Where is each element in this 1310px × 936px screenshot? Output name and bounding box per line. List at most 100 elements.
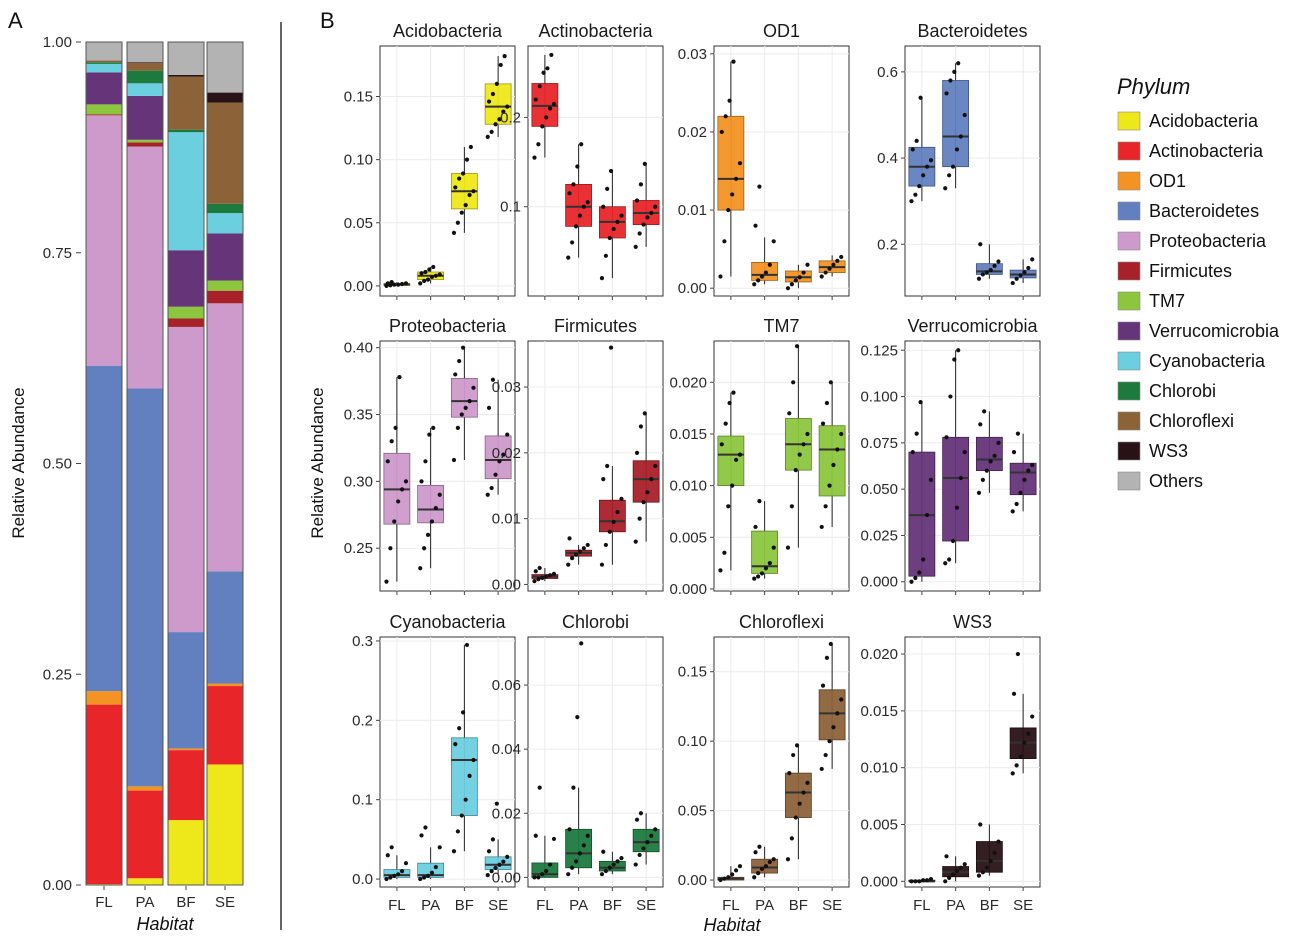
data-point: [431, 425, 436, 430]
data-point: [540, 575, 545, 580]
data-point: [962, 450, 967, 455]
box: [450, 737, 478, 816]
data-point: [433, 865, 438, 870]
data-point: [793, 278, 798, 283]
data-point: [385, 459, 390, 464]
data-point: [467, 399, 472, 404]
y-tick-label: 0.25: [43, 666, 72, 683]
x-tick-label: SE: [215, 894, 235, 911]
legend-swatch-od1: [1117, 171, 1141, 191]
data-point: [490, 837, 496, 842]
data-point: [752, 576, 757, 581]
data-point: [909, 199, 914, 204]
data-point: [460, 171, 466, 176]
data-point: [490, 91, 496, 97]
panel-title: Chloroflexi: [739, 612, 824, 632]
data-point: [533, 569, 538, 574]
data-point: [422, 278, 427, 283]
data-point: [615, 509, 620, 515]
x-tick-label: BF: [455, 897, 474, 914]
data-point: [537, 84, 542, 89]
legend-swatch-chloroflexi: [1117, 411, 1141, 431]
y-tick-label: 0.75: [43, 245, 72, 262]
data-point: [451, 230, 457, 235]
data-point: [455, 829, 460, 834]
boxplot-chloroflexi: 0.00 0.05 0.10 0.15 FL PA BF SE Chloroflexi: [678, 612, 850, 914]
data-point: [388, 546, 393, 551]
data-point: [756, 278, 761, 283]
data-point: [547, 862, 553, 867]
y-tick-label: 0.010: [669, 478, 707, 495]
data-point: [467, 192, 472, 198]
data-point: [385, 853, 390, 858]
box: [484, 83, 512, 125]
data-point: [463, 797, 468, 802]
data-point: [827, 739, 832, 744]
data-point: [1022, 740, 1027, 745]
data-point: [567, 191, 572, 196]
panel-title: Acidobacteria: [393, 21, 503, 41]
data-point: [397, 374, 402, 380]
x-tick-label: BF: [603, 897, 622, 914]
data-point: [1010, 280, 1015, 286]
data-point: [805, 431, 810, 437]
y-tick-label: 0.02: [492, 445, 521, 462]
data-point: [767, 561, 772, 566]
data-point: [785, 286, 791, 291]
legend-item-acidobacteria: Acidobacteria: [1149, 111, 1259, 131]
data-point: [540, 124, 545, 129]
data-point: [956, 348, 961, 353]
data-point: [437, 492, 442, 497]
data-point: [541, 70, 546, 75]
panel-title: Proteobacteria: [389, 316, 507, 336]
data-point: [1018, 754, 1023, 759]
y-tick-label: 0.1: [500, 199, 521, 216]
data-point: [570, 556, 575, 561]
data-point: [978, 422, 983, 427]
bar-segment-od1: [168, 748, 204, 751]
data-point: [645, 840, 650, 845]
data-point: [835, 447, 840, 452]
data-point: [819, 274, 824, 279]
data-point: [537, 785, 542, 790]
data-point: [839, 431, 844, 437]
data-point: [947, 875, 952, 881]
bar-outline: [167, 41, 205, 886]
y-tick-label: 0.00: [678, 872, 707, 889]
data-point: [944, 854, 949, 859]
x-tick-label: BF: [789, 897, 808, 914]
data-point: [489, 869, 494, 874]
data-point: [599, 276, 605, 281]
data-point: [422, 875, 427, 880]
data-point: [611, 862, 616, 867]
bar-segment-acidobacteria: [127, 878, 163, 885]
x-axis-title: Habitat: [703, 915, 761, 935]
data-point: [429, 870, 435, 875]
bar-segment-cyanobacteria: [168, 132, 204, 251]
plot-frame: [904, 636, 1041, 888]
data-point: [917, 879, 922, 884]
data-point: [497, 117, 502, 122]
box: [484, 435, 512, 480]
boxplot-acidobacteria: 0.00 0.05 0.10 0.15 Acidobacteria: [344, 21, 516, 300]
data-point: [585, 542, 590, 548]
data-point: [1014, 276, 1019, 281]
box: [565, 183, 593, 227]
data-point: [984, 468, 989, 473]
data-point: [918, 400, 923, 405]
legend-swatch-ws3: [1117, 441, 1141, 461]
data-point: [468, 144, 473, 150]
data-point: [638, 182, 644, 187]
legend-item-others: Others: [1149, 471, 1203, 491]
legend-swatch-bacteroidetes: [1117, 201, 1141, 221]
legend-item-firmicutes: Firmicutes: [1149, 261, 1232, 281]
data-point: [759, 274, 765, 279]
data-point: [619, 213, 624, 218]
data-point: [1026, 731, 1031, 736]
data-point: [392, 282, 397, 287]
data-point: [914, 431, 919, 436]
data-point: [581, 204, 586, 209]
legend-item-actinobacteria: Actinobacteria: [1149, 141, 1264, 161]
bar-outline: [206, 41, 244, 886]
data-point: [752, 875, 757, 880]
